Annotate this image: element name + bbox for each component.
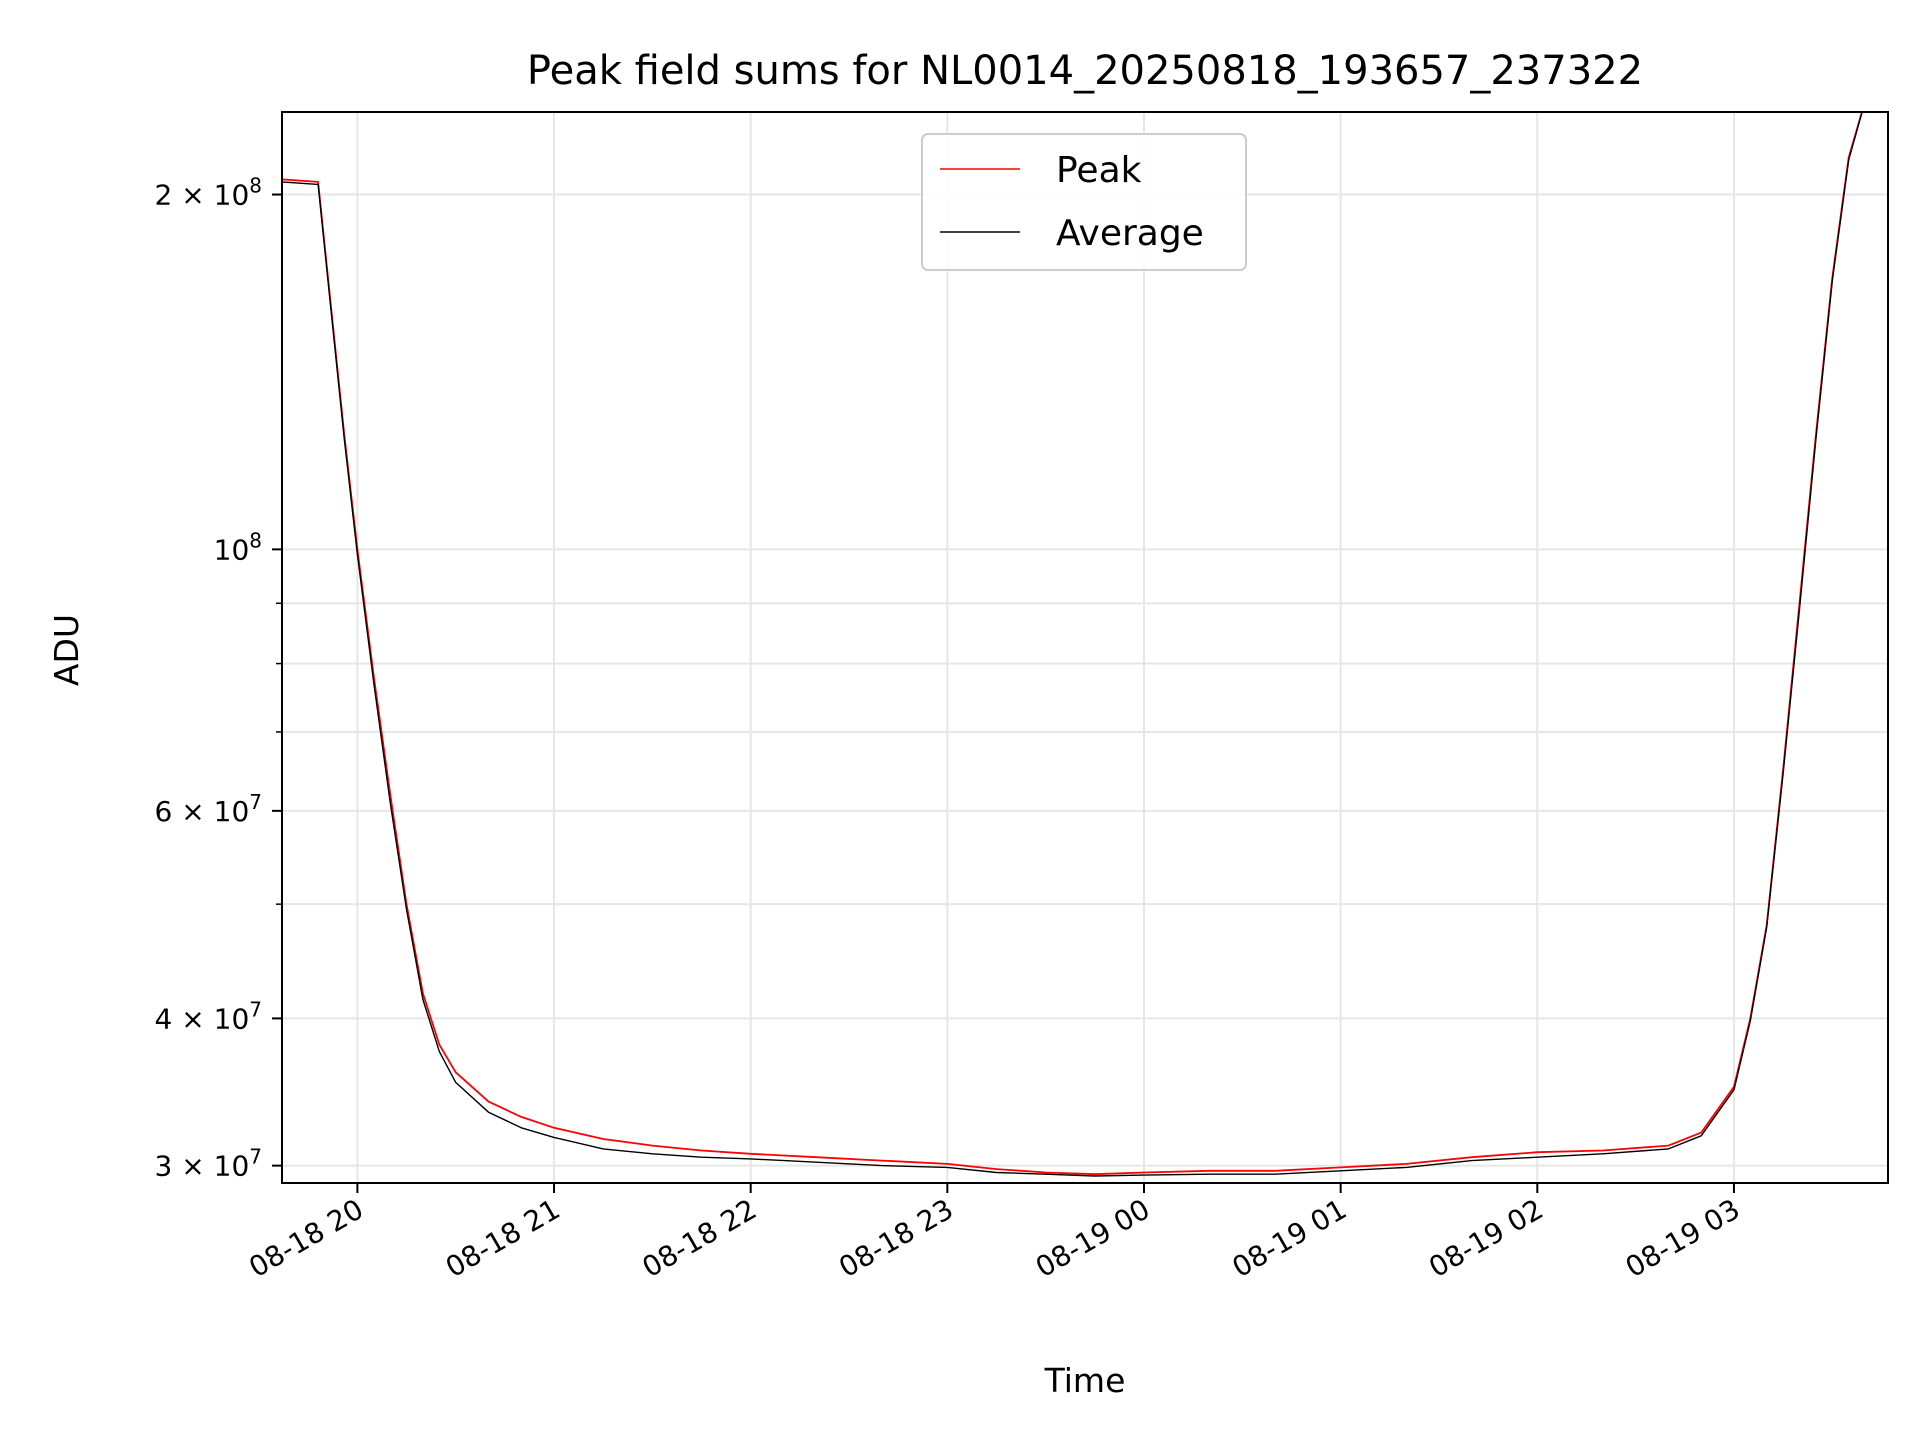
y-tick-label: 2 × 108 xyxy=(155,174,262,212)
x-tick-label: 08-18 21 xyxy=(440,1192,566,1284)
chart-title: Peak field sums for NL0014_20250818_1936… xyxy=(527,48,1643,94)
x-axis: 08-18 20 08-18 21 08-18 22 08-18 23 08-19 00… xyxy=(243,1183,1745,1284)
y-axis-label: ADU xyxy=(47,614,86,686)
x-tick-label: 08-18 22 xyxy=(637,1192,763,1284)
y-axis: 3 × 107 4 × 107 6 × 107 108 2 × 108 xyxy=(155,174,282,1183)
legend-label-peak: Peak xyxy=(1056,150,1142,191)
series-line-average xyxy=(282,112,1863,1177)
x-tick-label: 08-18 20 xyxy=(243,1192,369,1284)
x-axis-label: Time xyxy=(1044,1361,1126,1400)
y-tick-label: 108 xyxy=(214,528,262,566)
x-tick-label: 08-19 00 xyxy=(1030,1192,1156,1284)
grid xyxy=(282,112,1888,1183)
plot-frame xyxy=(281,111,1889,1184)
x-tick-label: 08-18 23 xyxy=(833,1192,959,1284)
plot-area xyxy=(282,112,1863,1177)
legend-label-average: Average xyxy=(1056,213,1204,254)
legend-frame xyxy=(921,133,1247,271)
x-tick-label: 08-19 02 xyxy=(1423,1192,1549,1284)
y-tick-label: 4 × 107 xyxy=(155,997,262,1035)
y-tick-label: 3 × 107 xyxy=(155,1145,262,1183)
y-tick-label: 6 × 107 xyxy=(155,790,262,828)
x-tick-label: 08-19 01 xyxy=(1227,1192,1353,1284)
x-tick-label: 08-19 03 xyxy=(1620,1192,1746,1284)
legend: Peak Average xyxy=(921,133,1247,271)
